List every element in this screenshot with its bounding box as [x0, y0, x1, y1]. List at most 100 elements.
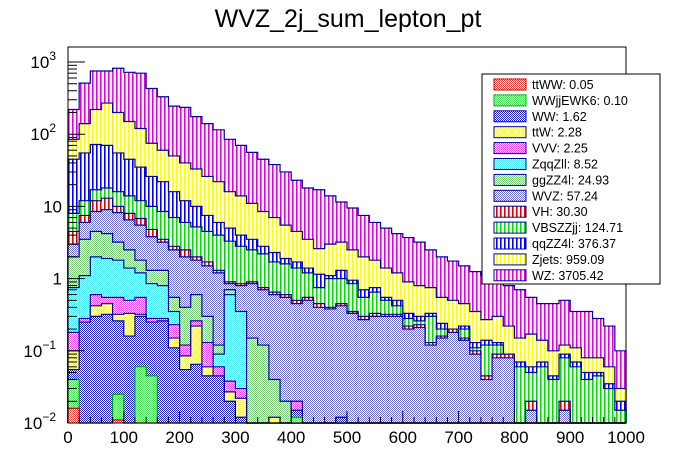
legend-entry-WVZ: WVZ: 57.24 [493, 189, 598, 203]
bar-WW-bin-20 [291, 410, 303, 423]
legend-swatch [493, 189, 527, 202]
x-tick-label: 200 [165, 428, 193, 447]
legend-entry-Zjets: Zjets: 959.09 [493, 253, 604, 267]
legend-swatch [493, 253, 527, 266]
legend-swatch [493, 237, 527, 250]
legend-swatch [493, 221, 527, 234]
bar-WW-bin-11 [190, 364, 202, 423]
bar-WVZ-bin-31 [413, 327, 426, 423]
legend-swatch [493, 158, 527, 170]
legend-entry-WWjjEWK6: WWjjEWK6: 0.10 [493, 94, 628, 108]
bar-VBSZZjj-bin-48 [603, 388, 615, 423]
bar-WWjjEWK6-bin-4 [112, 394, 124, 423]
legend-label: ggZZ4l: 24.93 [532, 173, 609, 187]
y-tick-label: 10−2 [23, 410, 56, 433]
bar-VBSZZjj-bin-45 [570, 366, 582, 423]
legend-label: VBSZZjj: 124.71 [532, 221, 623, 235]
legend-label: WWjjEWK6: 0.10 [532, 94, 628, 108]
legend-swatch [493, 269, 527, 282]
bar-WVZ-bin-24 [335, 305, 347, 423]
legend-label: WW: 1.62 [532, 110, 587, 124]
outline-VBSZZjj [67, 187, 627, 423]
legend-label: VH: 30.30 [532, 205, 588, 219]
bar-WVZ-bin-39 [503, 357, 515, 423]
legend-label: WZ: 3705.42 [532, 269, 604, 283]
bar-WW-bin-14 [224, 401, 236, 423]
y-tick-label: 10 [43, 197, 62, 216]
bar-WVZ-bin-18 [268, 294, 281, 423]
bar-WW-bin-9 [168, 347, 180, 423]
legend-entry-VH: VH: 30.30 [493, 205, 588, 219]
bar-WVZ-bin-23 [324, 308, 336, 423]
x-tick-label: 0 [63, 428, 72, 447]
bar-WW-bin-13 [213, 375, 225, 423]
bar-WVZ-bin-35 [458, 340, 470, 423]
y-tick-label: 10−1 [23, 338, 56, 361]
x-tick-label: 300 [221, 428, 249, 447]
legend-label: Zjets: 959.09 [532, 253, 604, 267]
bar-ZqqZll-bin-15 [235, 311, 247, 423]
bar-WW-bin-5 [123, 336, 135, 423]
legend-entry-VVV: VVV: 2.25 [493, 142, 588, 156]
outline-VH [67, 197, 626, 424]
bar-WVZ-bin-44 [559, 410, 571, 423]
bar-ggZZ4l-bin-18 [268, 379, 281, 423]
bar-WWjjEWK6-bin-20 [291, 417, 303, 423]
bar-WW-bin-10 [179, 369, 191, 423]
legend-entry-ttWW: ttWW: 0.05 [493, 78, 594, 92]
outline-WZ [67, 67, 627, 423]
bar-VBSZZjj-bin-43 [547, 379, 560, 423]
x-tick-label: 800 [500, 428, 528, 447]
bar-WW-bin-3 [101, 314, 113, 423]
outline-qqZZ4l [67, 143, 627, 423]
bar-VBSZZjj-bin-49 [614, 410, 626, 423]
bar-ttWW-bin-0 [68, 408, 80, 423]
legend-swatch [493, 78, 527, 91]
outline-WVZ [67, 209, 626, 424]
bar-WVZ-bin-20 [291, 303, 303, 423]
bar-WW-bin-1 [79, 322, 91, 423]
legend-swatch [493, 205, 527, 218]
legend-entry-ggZZ4l: ggZZ4l: 24.93 [493, 173, 609, 187]
x-tick-label: 500 [333, 428, 361, 447]
legend-swatch [493, 126, 527, 139]
bar-VBSZZjj-bin-46 [581, 379, 593, 423]
legend-label: ZqqZll: 8.52 [532, 158, 598, 172]
legend-label: ttWW: 0.05 [532, 78, 594, 92]
bar-ZqqZll-bin-14 [224, 294, 236, 423]
legend-entry-ZqqZll: ZqqZll: 8.52 [493, 158, 598, 172]
y-tick-label: 102 [30, 121, 56, 144]
bar-ggZZ4l-bin-19 [280, 401, 292, 423]
bar-WW-bin-12 [201, 375, 214, 423]
bar-WVZ-bin-25 [347, 313, 359, 423]
bar-VBSZZjj-bin-41 [525, 372, 537, 423]
bar-WVZ-bin-33 [436, 338, 448, 423]
bar-WVZ-bin-27 [369, 316, 381, 423]
bar-WW-bin-8 [157, 320, 169, 423]
bar-ttWW-bin-4 [112, 420, 124, 423]
bar-WW-bin-15 [235, 417, 247, 423]
y-tick-label: 103 [30, 49, 56, 72]
bar-ggZZ4l-bin-17 [257, 345, 269, 423]
legend-swatch [493, 94, 527, 107]
bar-WVZ-bin-34 [447, 332, 459, 423]
bar-ggZZ4l-bin-16 [246, 338, 258, 423]
legend-entry-ttW: ttW: 2.28 [493, 126, 582, 140]
axes: 0 100 200 300 400 500 600 700 800 900 1000 10−2 10−1… [23, 46, 645, 447]
bar-WVZ-bin-19 [280, 297, 292, 423]
x-tick-label: 100 [110, 428, 138, 447]
legend-swatch [493, 110, 527, 123]
x-tick-label: 700 [444, 428, 472, 447]
x-tick-label: 600 [389, 428, 417, 447]
bar-ttW-bin-18 [268, 417, 281, 423]
bar-WW-bin-24 [335, 417, 347, 423]
bar-WVZ-bin-37 [480, 379, 493, 423]
bar-WW-bin-2 [90, 316, 102, 423]
legend-label: VVV: 2.25 [532, 142, 588, 156]
legend: ttWW: 0.05 WWjjEWK6: 0.10 WW: 1.62 ttW: 2.2… [481, 73, 661, 285]
legend-entry-qqZZ4l: qqZZ4l: 376.37 [493, 237, 616, 251]
bar-WW-bin-7 [146, 322, 158, 423]
bar-WVZ-bin-29 [391, 316, 403, 423]
outline-Zjets [67, 102, 627, 423]
